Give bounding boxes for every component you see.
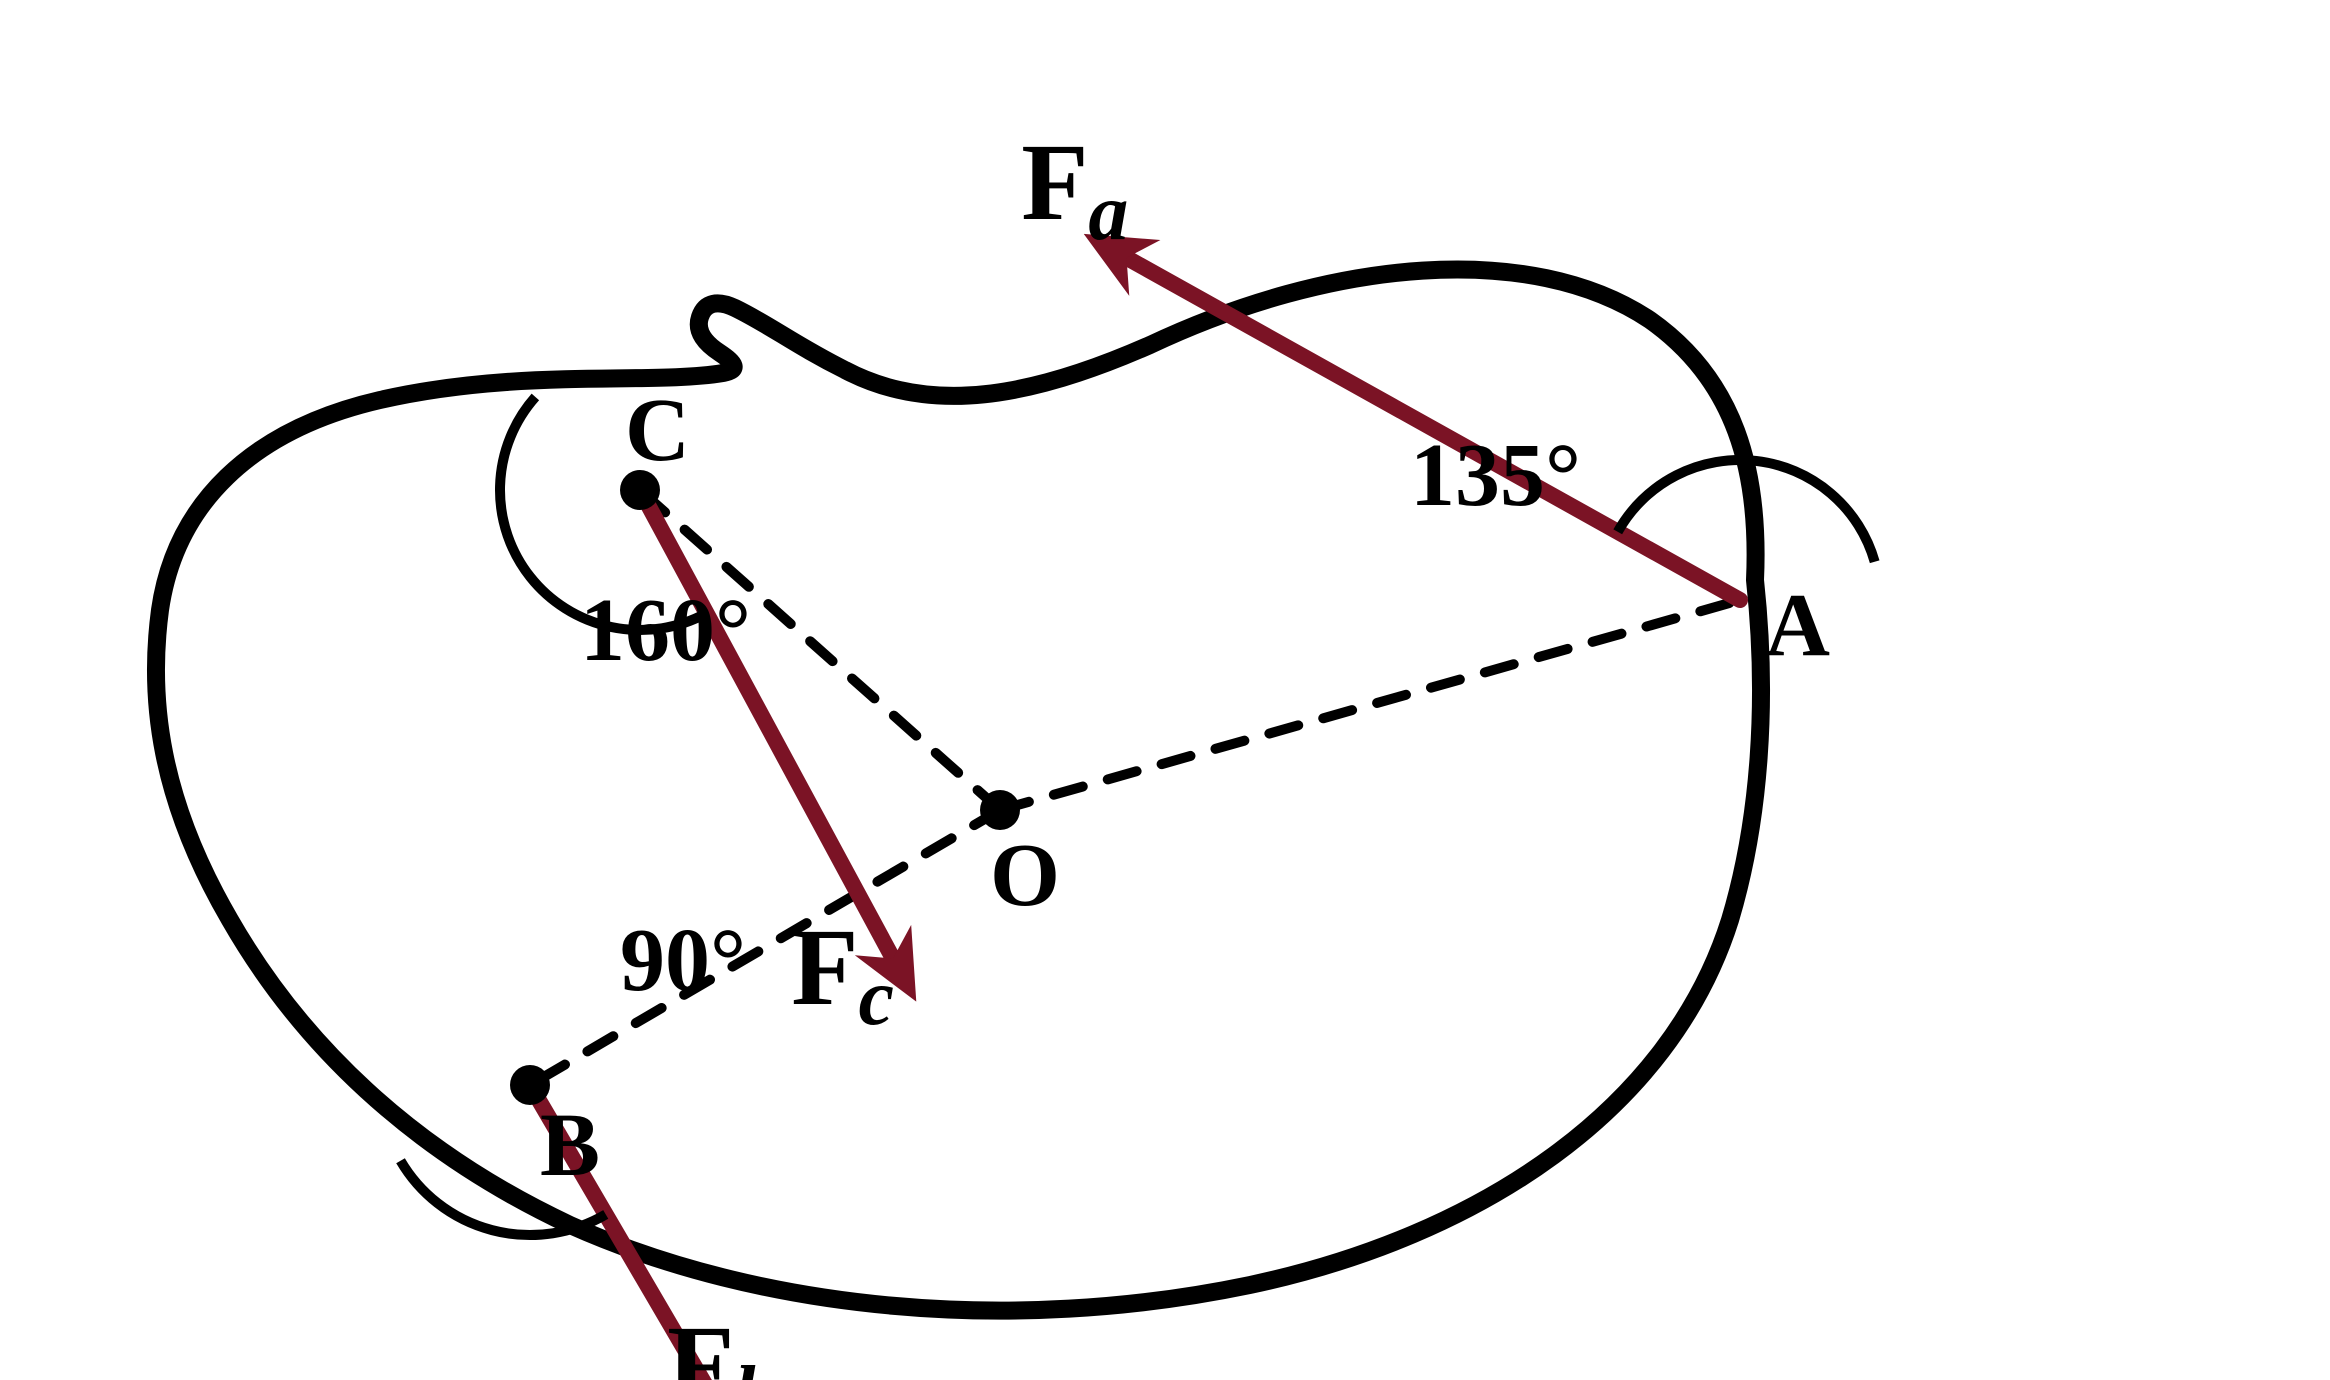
angle-label-c: 160°	[580, 581, 751, 680]
force-fa	[1111, 249, 1740, 600]
point-o-dot	[980, 790, 1020, 830]
angle-label-b: 90°	[620, 911, 746, 1010]
point-label-a: A	[1765, 576, 1830, 675]
point-label-b: B	[540, 1096, 600, 1195]
line-o-b	[530, 810, 1000, 1085]
force-label-fb: Fb	[667, 1303, 774, 1380]
angle-label-a: 135°	[1410, 426, 1581, 525]
force-label-fa: Fa	[1021, 121, 1128, 257]
point-label-o: O	[990, 826, 1060, 925]
line-o-a	[1000, 600, 1740, 810]
point-label-c: C	[625, 381, 690, 480]
force-fc	[640, 490, 901, 974]
physics-diagram: Fa135°Fb90°Fc160°OABC	[0, 0, 2330, 1380]
